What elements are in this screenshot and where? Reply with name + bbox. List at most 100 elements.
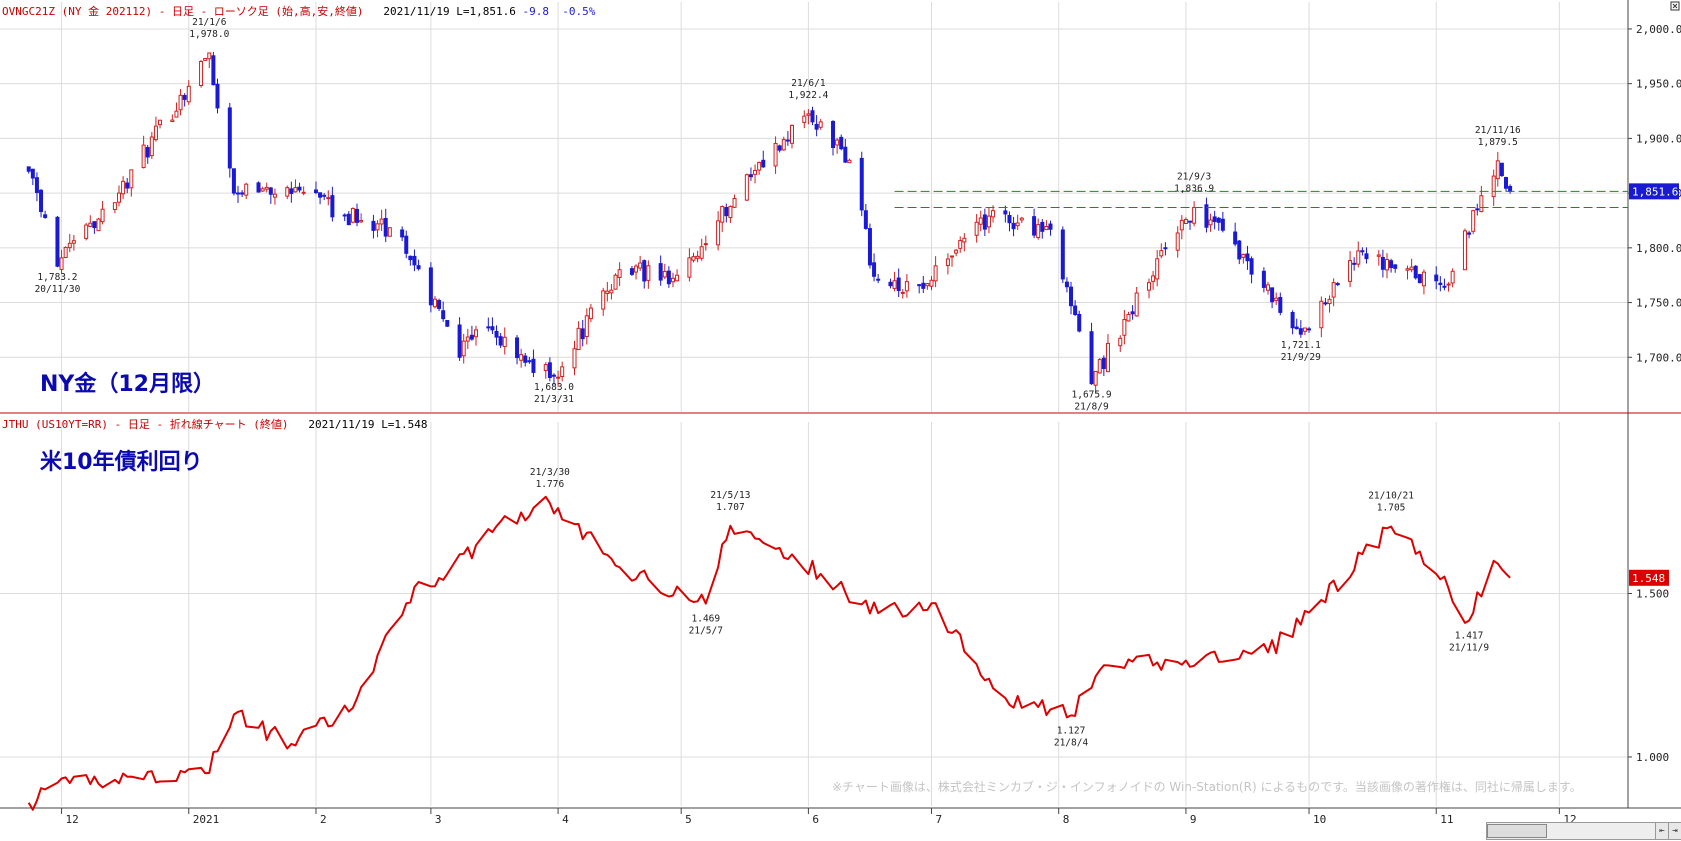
candle-body [691, 256, 696, 261]
candle-body [1089, 331, 1094, 385]
gold-annotation: 20/11/30 [35, 284, 81, 295]
candle-body [728, 205, 733, 219]
scrollbar-thumb[interactable] [1487, 824, 1547, 838]
candle-body [240, 192, 245, 195]
candle-body [153, 125, 158, 141]
candle-body [917, 284, 922, 287]
gold-last-badge-text: 1,851.6 [1632, 185, 1678, 198]
gold-chart-change: -9.8 [522, 5, 550, 18]
candle-body [1278, 297, 1283, 313]
candle-body [1434, 274, 1439, 282]
candle-body [1151, 275, 1156, 282]
candle-body [933, 265, 938, 282]
candle-body [1011, 222, 1016, 230]
candle-body [170, 119, 175, 123]
candle-body [461, 340, 466, 357]
candle-body [1048, 223, 1053, 230]
candle-body [1475, 208, 1480, 211]
candle-body [375, 223, 380, 231]
candle-body [900, 291, 905, 294]
candle-body [1261, 270, 1266, 288]
candle-body [342, 214, 347, 217]
chart-scrollbar[interactable] [1486, 822, 1656, 840]
candle-body [876, 278, 881, 281]
candle-body [605, 290, 610, 294]
candle-body [158, 119, 163, 126]
candle-body [892, 280, 897, 289]
candle-body [1212, 216, 1217, 222]
candle-body [695, 255, 700, 259]
candle-body [991, 210, 996, 218]
candle-body [1307, 328, 1312, 331]
candle-body [1146, 282, 1151, 291]
candle-body [613, 274, 618, 290]
candle-body [92, 221, 97, 229]
candle-body [207, 52, 212, 60]
scroll-end-button[interactable]: ⇥ [1668, 822, 1681, 840]
candle-body [211, 55, 216, 86]
candle-body [227, 107, 232, 169]
month-tick-label: 5 [685, 813, 692, 826]
candle-body [773, 142, 778, 167]
candle-body [441, 310, 446, 320]
yield-annotation: 1.417 [1455, 631, 1484, 642]
candle-body [1356, 250, 1361, 265]
candle-body [646, 265, 651, 281]
candle-body [330, 195, 335, 218]
candle-body [141, 144, 146, 169]
candle-body [921, 282, 926, 289]
candle-body [186, 85, 191, 103]
price-tick-label: 1,800.0 [1636, 242, 1681, 255]
candle-body [1352, 262, 1357, 265]
candle-body [149, 136, 154, 157]
candle-body [1467, 232, 1472, 235]
candle-body [1134, 292, 1139, 317]
yield-series-label: 米10年債利回り [40, 450, 203, 475]
yield-chart-date: 2021/11/19 [308, 418, 375, 431]
yield-last-badge [1629, 569, 1669, 586]
candle-body [1364, 253, 1369, 260]
candle-body [802, 115, 807, 123]
candle-body [145, 147, 150, 158]
candle-body [1270, 287, 1275, 303]
candle-body [59, 257, 64, 270]
candle-body [490, 326, 495, 331]
candle-body [1175, 232, 1180, 251]
candle-body [1118, 337, 1123, 347]
candle-body [1479, 195, 1484, 213]
candle-body [84, 224, 89, 239]
gold-annotation: 21/6/1 [791, 78, 826, 89]
yield-tick-label: 1.500 [1636, 587, 1669, 600]
month-tick-label: 9 [1190, 813, 1197, 826]
candle-body [642, 260, 647, 282]
candle-body [1069, 286, 1074, 307]
scroll-start-button[interactable]: ⇤ [1655, 822, 1669, 840]
candle-body [379, 218, 384, 225]
yield-line [27, 495, 1511, 811]
candle-body [236, 192, 241, 195]
candle-body [806, 113, 811, 116]
copyright-notice: ※チャート画像は、株式会社ミンカブ・ジ・インフォノイドの Win-Station… [832, 780, 1582, 794]
candle-body [1007, 214, 1012, 224]
month-tick-label: 7 [936, 813, 943, 826]
candle-body [326, 197, 331, 200]
month-tick-label: 2 [320, 813, 327, 826]
candle-body [355, 208, 360, 223]
candle-body [515, 337, 520, 359]
candle-body [1323, 302, 1328, 305]
candle-body [474, 329, 479, 338]
candle-body [129, 169, 134, 189]
candle-body [264, 186, 269, 190]
candle-body [494, 330, 499, 338]
candle-body [260, 188, 265, 192]
candle-body [675, 274, 680, 282]
candle-body [789, 124, 794, 144]
candle-body [43, 214, 48, 218]
candle-body [383, 217, 388, 237]
candle-body [346, 213, 351, 226]
candle-body [1216, 217, 1221, 223]
candle-body [629, 268, 634, 275]
candle-body [465, 336, 470, 342]
candle-body [428, 267, 433, 306]
candle-body [1159, 250, 1164, 257]
